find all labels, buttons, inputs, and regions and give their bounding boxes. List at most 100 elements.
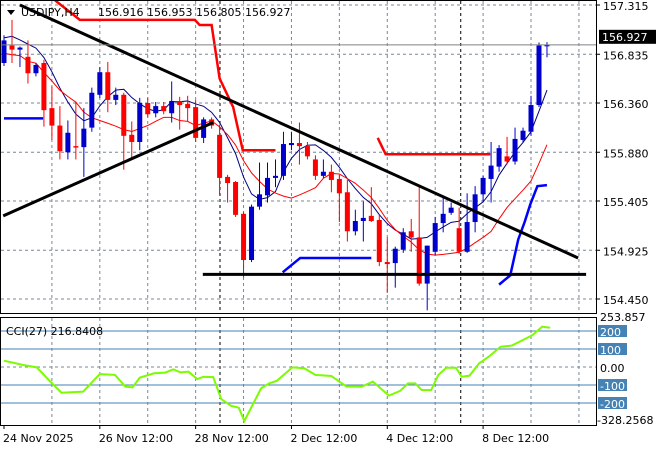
candle: [65, 120, 71, 160]
candle: [193, 99, 199, 142]
candle: [312, 155, 318, 180]
candle: [137, 97, 143, 151]
current-price-label: 156.927: [602, 31, 648, 44]
candle-body: [280, 144, 286, 176]
triangle-down-icon[interactable]: [7, 10, 15, 15]
candle-body: [201, 119, 207, 138]
candle: [424, 245, 430, 311]
candle-body: [360, 217, 366, 222]
candle: [233, 180, 239, 217]
symbol-label: USDJPY,H4: [21, 6, 80, 19]
candle: [41, 59, 47, 127]
candle: [448, 202, 454, 215]
current-price-box: [599, 29, 656, 44]
y-tick-label: 154.925: [603, 245, 649, 258]
candle: [73, 101, 79, 160]
candle: [336, 174, 342, 223]
candle: [105, 61, 111, 113]
y-tick-label: 154.450: [603, 294, 649, 307]
y-tick-label: 156.835: [603, 49, 649, 62]
candle: [512, 127, 518, 165]
grid: [1, 1, 596, 425]
cci-panel: 200 100 -100 -200 0.00 253.857 -328.2568: [1, 311, 653, 427]
candle-body: [512, 138, 518, 162]
candle-body: [121, 94, 127, 136]
cci-level-label: 100: [600, 344, 621, 357]
candle-body: [25, 56, 31, 74]
candle-body: [504, 156, 510, 162]
candle: [169, 81, 175, 123]
candle-body: [272, 175, 278, 178]
candle-body: [81, 128, 87, 148]
candle: [217, 124, 223, 196]
cci-level-label: -200: [600, 398, 625, 411]
candle-body: [352, 221, 358, 232]
candle: [161, 101, 167, 115]
candle: [320, 159, 326, 178]
candle-body: [65, 132, 71, 153]
candle: [304, 141, 310, 160]
ohlc-label: 156.916 156.953 156.805 156.927: [98, 6, 290, 19]
candle: [201, 117, 207, 144]
candle: [288, 131, 294, 151]
candle: [17, 46, 23, 68]
candle: [81, 108, 87, 177]
candle: [440, 197, 446, 233]
candle: [145, 97, 151, 118]
candle: [89, 87, 95, 132]
candle-body: [177, 100, 183, 106]
candle: [296, 122, 302, 165]
candle-body: [408, 231, 414, 238]
candle-body: [97, 72, 103, 95]
trendlines[interactable]: [2, 3, 587, 276]
candle-body: [233, 182, 239, 215]
cci-panel-border: [0, 317, 597, 426]
trendline: [19, 3, 579, 260]
stepped-level-line: [376, 137, 491, 156]
candle: [121, 92, 127, 170]
candle-body: [328, 171, 334, 180]
indicator-overlays: [3, 0, 548, 286]
y-tick-label: 157.315: [603, 0, 649, 13]
candle-body: [1, 40, 7, 63]
candle-body: [424, 245, 430, 284]
candle-body: [17, 47, 23, 50]
candle-body: [392, 248, 398, 264]
candle-body: [73, 146, 79, 148]
candle-body: [400, 232, 406, 250]
candle-body: [480, 177, 486, 195]
red-moving-average: [3, 52, 548, 256]
stepped-level-line: [498, 183, 548, 286]
candle-body: [376, 219, 382, 263]
candle-body: [105, 72, 111, 100]
candle-body: [41, 62, 47, 111]
candle-body: [488, 165, 494, 179]
candle-body: [193, 107, 199, 138]
candle: [57, 106, 63, 160]
candle: [328, 164, 334, 193]
candle-body: [129, 134, 135, 142]
blue-moving-average: [3, 35, 548, 240]
candle: [464, 193, 470, 253]
candle: [400, 228, 406, 253]
candle-body: [9, 45, 15, 50]
candle-body: [145, 102, 151, 115]
candle: [272, 159, 278, 188]
candle-body: [304, 146, 310, 157]
candle-body: [217, 134, 223, 178]
candle-body: [496, 148, 502, 167]
stepped-level-line: [281, 256, 372, 274]
cci-level-box: [598, 379, 627, 391]
cci-level-label: -100: [600, 380, 625, 393]
candle-body: [225, 176, 231, 184]
candle: [520, 127, 526, 144]
candle: [265, 162, 271, 203]
cci-max-label: 253.857: [600, 311, 646, 324]
candle: [360, 201, 366, 242]
candle: [25, 40, 31, 84]
candle: [9, 19, 15, 63]
candle-body: [257, 194, 263, 207]
candle-body: [416, 237, 422, 284]
